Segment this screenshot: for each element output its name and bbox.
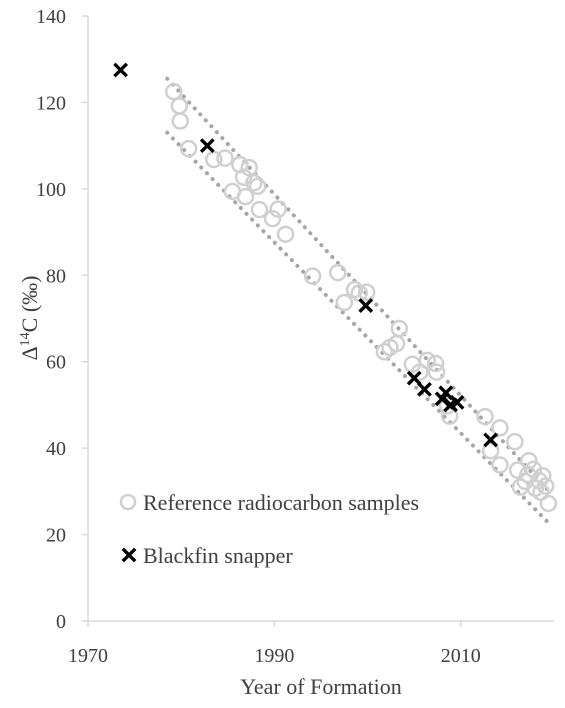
reference-sample-point bbox=[476, 407, 494, 426]
reference-sample-point bbox=[440, 407, 459, 425]
y-tick-label: 140 bbox=[36, 6, 66, 28]
reference-sample-point bbox=[335, 293, 354, 312]
x-tick-label: 2010 bbox=[441, 645, 481, 667]
x-tick-label: 1970 bbox=[68, 645, 108, 667]
reference-sample-point bbox=[345, 280, 364, 299]
x-tick-label: 1990 bbox=[254, 645, 294, 667]
reference-sample-point bbox=[390, 319, 409, 338]
reference-sample-point bbox=[240, 158, 258, 177]
snapper-point bbox=[483, 432, 499, 448]
y-axis-title: Δ14C (‰) bbox=[17, 276, 42, 361]
reference-sample-point bbox=[520, 451, 538, 470]
legend-marker-snapper bbox=[121, 547, 137, 563]
snapper-point bbox=[113, 62, 129, 78]
reference-sample-point bbox=[171, 112, 190, 130]
y-tick-label: 80 bbox=[46, 265, 66, 287]
reference-sample-point bbox=[427, 363, 446, 381]
reference-sample-point bbox=[481, 441, 500, 460]
reference-sample-point bbox=[250, 200, 269, 219]
reference-sample-point bbox=[263, 209, 282, 228]
x-axis-title: Year of Formation bbox=[240, 674, 402, 699]
reference-sample-point bbox=[164, 82, 183, 101]
reference-sample-point bbox=[534, 467, 552, 485]
reference-sample-point bbox=[357, 283, 376, 301]
snapper-point bbox=[199, 138, 215, 154]
reference-sample-point bbox=[491, 419, 509, 437]
reference-sample-point bbox=[536, 477, 555, 495]
reference-sample-point bbox=[276, 225, 295, 243]
reference-sample-point bbox=[269, 200, 287, 218]
snapper-point bbox=[438, 385, 454, 401]
snapper-point bbox=[449, 394, 465, 410]
reference-sample-point bbox=[248, 177, 267, 196]
blackfin-snapper-series bbox=[113, 62, 499, 448]
legend-label-snapper: Blackfin snapper bbox=[143, 543, 293, 568]
legend: Reference radiocarbon samples Blackfin s… bbox=[119, 490, 419, 568]
reference-sample-point bbox=[426, 354, 445, 373]
reference-sample-point bbox=[170, 97, 189, 115]
reference-sample-point bbox=[516, 472, 534, 491]
reference-sample-point bbox=[205, 150, 223, 169]
y-tick-label: 20 bbox=[46, 525, 66, 547]
snapper-point bbox=[443, 397, 458, 413]
reference-sample-point bbox=[539, 494, 558, 513]
snapper-point bbox=[406, 370, 422, 386]
snapper-point bbox=[358, 298, 374, 313]
y-tick-label: 100 bbox=[36, 179, 66, 201]
reference-sample-point bbox=[329, 263, 347, 282]
y-tick-label: 120 bbox=[36, 92, 66, 114]
y-tick-label: 0 bbox=[56, 611, 66, 633]
legend-marker-reference bbox=[119, 493, 137, 511]
y-tick-label: 40 bbox=[46, 438, 66, 460]
snapper-point bbox=[417, 381, 432, 397]
reference-sample-point bbox=[418, 351, 436, 370]
reference-sample-point bbox=[506, 432, 524, 451]
legend-label-reference: Reference radiocarbon samples bbox=[143, 490, 419, 515]
reference-sample-point bbox=[179, 139, 198, 158]
reference-sample-point bbox=[216, 149, 234, 167]
axes: 0 20 40 60 80 100 120 140 1970 1990 2010 bbox=[36, 6, 554, 667]
reference-sample-point bbox=[491, 456, 509, 474]
reference-sample-point bbox=[245, 174, 263, 192]
reference-sample-point bbox=[303, 267, 322, 285]
reference-sample-point bbox=[236, 187, 255, 206]
reference-samples-series bbox=[164, 82, 558, 513]
reference-sample-point bbox=[234, 168, 253, 186]
y-tick-label: 60 bbox=[46, 352, 66, 374]
band-upper-line bbox=[165, 76, 552, 494]
